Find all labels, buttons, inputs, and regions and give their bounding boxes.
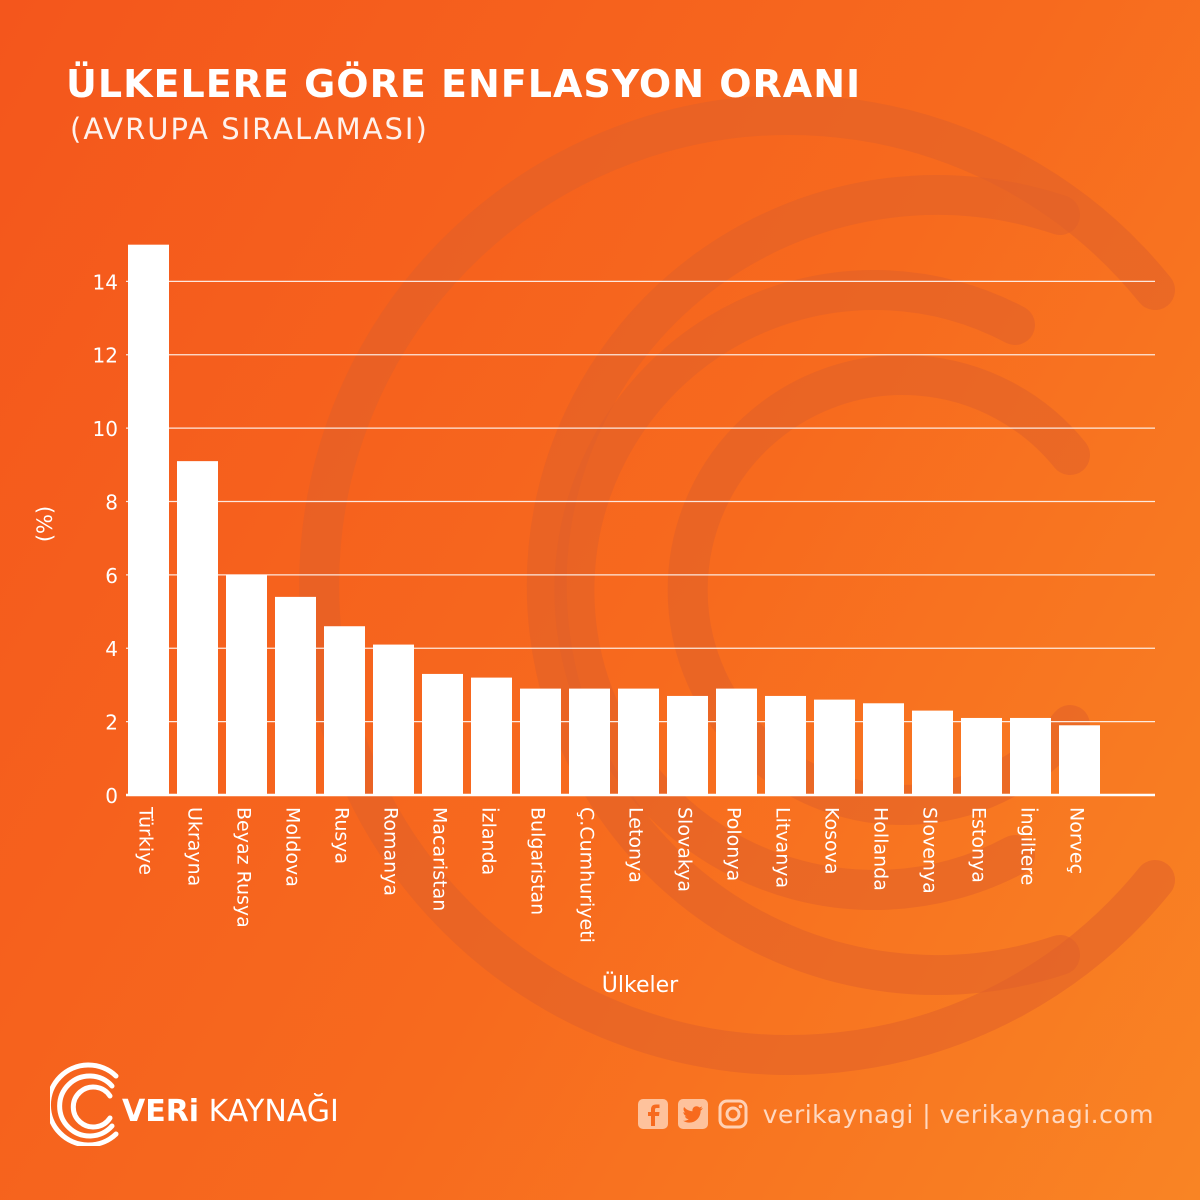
x-tick-label: Slovenya [919,807,941,894]
social-footer: verikaynagi | verikaynagi.com [637,1094,1154,1134]
bar [618,688,659,795]
x-tick-label: Moldova [282,807,304,887]
bar [128,244,169,796]
y-tick-label: 12 [93,344,118,368]
x-axis-title: Ülkeler [602,972,679,998]
chart-subtitle: (AVRUPA SIRALAMASI) [70,112,429,146]
x-tick-label: İzlanda [478,807,501,875]
y-tick-label: 0 [105,784,118,808]
bar [177,461,218,795]
bar [520,688,561,795]
x-tick-label: Macaristan [429,807,451,911]
bar [324,626,365,795]
bar [569,688,610,795]
chart-title: ÜLKELERE GÖRE ENFLASYON ORANI [66,62,862,106]
bar [1010,717,1051,795]
y-tick-label: 6 [105,564,118,588]
bar [667,695,708,795]
x-tick-label: Polonya [723,807,745,881]
x-tick-label: Kosova [821,807,843,875]
x-tick-label: Litvanya [772,807,794,888]
brand-name-bold: VERi [122,1094,200,1129]
x-tick-label: Bulgaristan [527,807,549,915]
y-tick-label: 4 [105,637,118,661]
veri-kaynagi-logo-icon [50,1062,119,1146]
y-axis-title: (%) [33,506,57,542]
bar [471,677,512,795]
y-tick-label: 10 [93,417,118,441]
bar [373,644,414,795]
bar [226,574,267,795]
instagram-icon[interactable] [717,1098,749,1130]
x-tick-label: Türkiye [135,806,157,875]
x-tick-label: Letonya [625,807,647,883]
x-tick-label: Romanya [380,807,402,896]
bar [961,717,1002,795]
bar [814,699,855,795]
brand-name: VERi KAYNAĞI [122,1094,339,1129]
x-tick-label: Beyaz Rusya [233,807,255,928]
bar [765,695,806,795]
bar [422,673,463,795]
x-tick-label: Ukrayna [184,807,206,886]
x-tick-label: Estonya [968,807,990,883]
x-tick-label: Norveç [1066,807,1088,874]
x-tick-label: Hollanda [870,807,892,891]
bar [716,688,757,795]
x-tick-label: Ç.Cumhuriyeti [576,807,598,943]
y-tick-label: 14 [93,270,118,294]
brand-logo: VERi KAYNAĞI [50,1056,350,1146]
twitter-icon[interactable] [677,1098,709,1130]
x-tick-label: Rusya [331,807,353,864]
y-tick-label: 8 [105,490,118,514]
brand-name-rest: KAYNAĞI [208,1094,339,1129]
bar [275,596,316,795]
bar [1059,725,1100,795]
y-tick-label: 2 [105,711,118,735]
bar [863,703,904,795]
social-handle[interactable]: verikaynagi | verikaynagi.com [762,1099,1154,1129]
bar [912,710,953,795]
x-tick-label: Slovakya [674,807,696,892]
x-tick-label: İngiltere [1017,807,1040,886]
facebook-icon[interactable] [637,1098,669,1130]
